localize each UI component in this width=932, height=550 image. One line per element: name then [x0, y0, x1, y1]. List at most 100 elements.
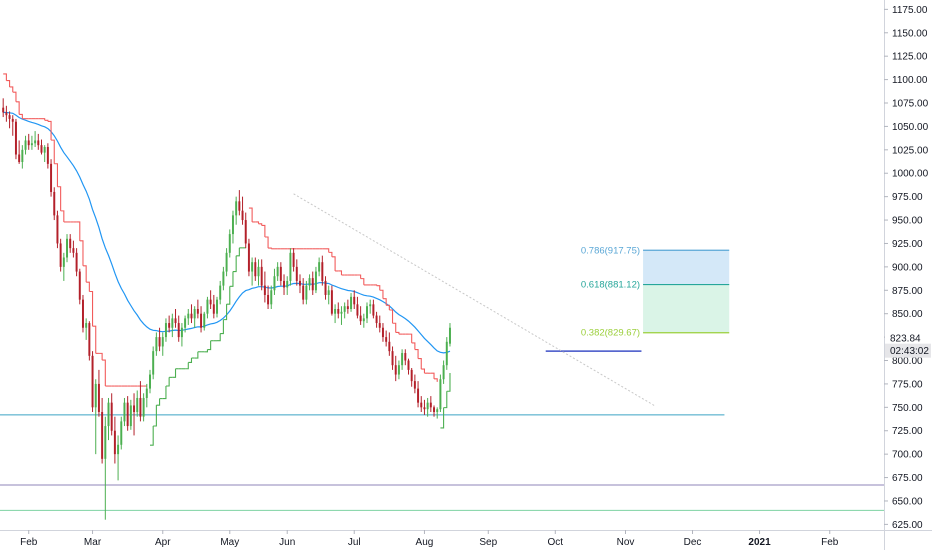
- candle-body: [337, 309, 340, 314]
- supertrend-segment: [338, 270, 343, 276]
- fibonacci-labels: 0.786(917.75) 0.618(881.12) 0.382(829.67): [581, 245, 640, 338]
- x-tick-label: Jul: [348, 537, 361, 548]
- candle-body: [104, 426, 107, 459]
- supertrend-segment: [102, 359, 106, 387]
- fib-level-label: 0.786(917.75): [581, 245, 640, 256]
- candle-body: [276, 266, 279, 277]
- x-tick-label: Feb: [20, 537, 38, 548]
- candle-body: [190, 313, 193, 319]
- supertrend-segment: [9, 86, 14, 93]
- candle-body: [2, 107, 5, 113]
- y-axis[interactable]: 625.00 650.00 675.00 700.00 725.00 750.00 775.…: [884, 5, 929, 531]
- candle-body: [372, 304, 375, 316]
- y-tick-label: 725.00: [892, 426, 923, 437]
- candle-body: [62, 257, 65, 267]
- candle-body: [385, 337, 388, 342]
- candle-body: [308, 278, 311, 286]
- candle-body: [174, 318, 177, 324]
- supertrend-segment: [51, 139, 55, 164]
- candle-body: [407, 360, 410, 370]
- candle-body: [433, 407, 436, 413]
- candle-body: [81, 299, 84, 328]
- supertrend-segment: [229, 271, 234, 287]
- candle-body: [94, 383, 97, 408]
- candle-body: [225, 252, 228, 272]
- y-tick-label: 775.00: [892, 379, 923, 390]
- candle-body: [187, 313, 190, 319]
- x-axis[interactable]: Feb Mar Apr May Jun Jul Aug Sep Oct Nov Dec 2021 Feb: [20, 530, 839, 548]
- supertrend-segment: [408, 333, 413, 343]
- trendline[interactable]: [293, 193, 655, 406]
- y-tick-label: 925.00: [892, 239, 923, 250]
- candle-body: [46, 147, 49, 164]
- candle-body: [43, 147, 46, 153]
- candle-body: [270, 290, 273, 305]
- supertrend-segment: [12, 91, 17, 102]
- supertrend-segment: [217, 333, 221, 342]
- candle-body: [142, 397, 145, 417]
- candles: [2, 98, 451, 520]
- candle-body: [353, 296, 356, 305]
- supertrend-segment: [268, 247, 272, 249]
- candle-body: [113, 430, 116, 455]
- candle-body: [75, 252, 78, 272]
- supertrend-segment: [41, 118, 46, 121]
- candle-body: [340, 311, 343, 314]
- candle-body: [286, 280, 289, 288]
- candle-body: [439, 379, 442, 410]
- supertrend-segment: [261, 224, 266, 237]
- supertrend-segment: [248, 207, 253, 222]
- supertrend-segment: [255, 221, 260, 224]
- candle-body: [298, 280, 301, 286]
- candle-body: [318, 262, 321, 272]
- candle-body: [30, 143, 33, 146]
- supertrend-segment: [57, 186, 62, 211]
- price-badge-bg: [885, 343, 931, 358]
- candle-body: [397, 365, 400, 375]
- x-tick-label: Aug: [416, 537, 434, 548]
- candle-body: [184, 318, 187, 328]
- candle-body: [330, 290, 333, 314]
- candle-body: [346, 306, 349, 310]
- candle-body: [324, 280, 327, 295]
- candle-body: [117, 444, 120, 455]
- candle-body: [212, 304, 215, 314]
- supertrend-segment: [414, 349, 419, 359]
- fib-level-label: 0.382(829.67): [581, 328, 640, 339]
- candle-body: [139, 397, 142, 417]
- fib-level-label: 0.618(881.12): [581, 280, 640, 291]
- price-badge-bg: [885, 331, 931, 346]
- supertrend-segment: [379, 289, 384, 299]
- candle-body: [413, 381, 416, 389]
- candle-body: [283, 280, 286, 288]
- y-tick-label: 1175.00: [892, 5, 928, 16]
- y-tick-label: 625.00: [892, 520, 923, 531]
- y-tick-label: 1150.00: [892, 28, 928, 39]
- horizontal-lines[interactable]: [0, 350, 884, 511]
- supertrend-segment: [443, 391, 448, 409]
- y-tick-label: 800.00: [892, 356, 923, 367]
- x-tick-label: Feb: [821, 537, 839, 548]
- candle-body: [251, 262, 254, 272]
- candle-body: [321, 262, 324, 281]
- fib-zone: [643, 250, 730, 285]
- supertrend-segment: [44, 119, 49, 122]
- candle-body: [219, 285, 222, 300]
- candle-body: [123, 402, 126, 422]
- y-tick-label: 1025.00: [892, 145, 929, 156]
- candle-body: [168, 323, 171, 328]
- candle-body: [149, 374, 151, 389]
- x-tick-label: Mar: [84, 537, 102, 548]
- candle-body: [295, 266, 298, 281]
- y-tick-label: 1100.00: [892, 75, 928, 86]
- supertrend-segment: [204, 349, 208, 353]
- candle-body: [314, 271, 317, 291]
- candle-body: [193, 309, 196, 319]
- price-badge-label: 02:43:02: [890, 346, 929, 357]
- supertrend-segment: [47, 120, 52, 141]
- candle-body: [24, 140, 27, 150]
- fibonacci-retracement[interactable]: [643, 249, 730, 334]
- x-tick-label: Jun: [279, 537, 295, 548]
